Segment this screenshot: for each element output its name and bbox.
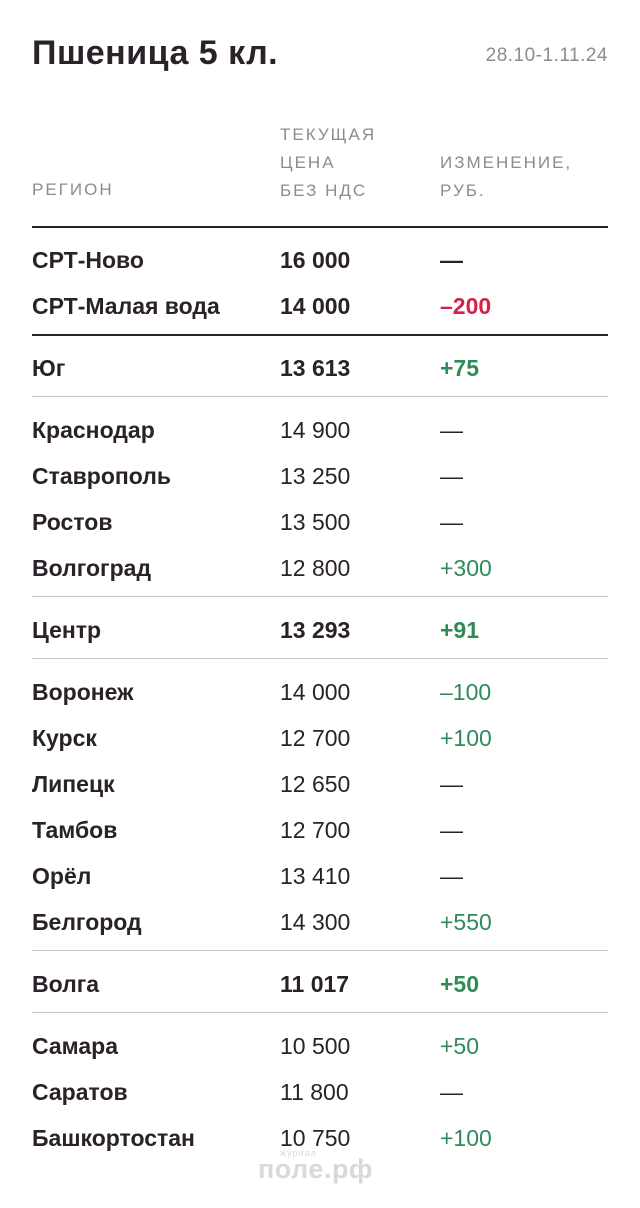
price-value: 11 017 [280, 971, 350, 997]
change-value: +100 [440, 725, 492, 751]
table-row: Курск 12 700 +100 [32, 715, 608, 761]
change-value: — [440, 417, 463, 443]
table-row: Юг 13 613 +75 [32, 345, 608, 391]
change-value: — [440, 1079, 463, 1105]
region-name: Самара [32, 1033, 119, 1059]
table-row: Центр 13 293 +91 [32, 607, 608, 653]
table-row: СРТ-Ново 16 000 — [32, 237, 608, 283]
region-name: Липецк [32, 771, 115, 797]
price-value: 13 250 [280, 463, 351, 489]
price-value: 16 000 [280, 247, 351, 273]
price-value: 14 900 [280, 417, 351, 443]
region-name: Юг [32, 355, 66, 381]
column-header-change-line: РУБ. [440, 181, 486, 200]
column-header-price-line: БЕЗ НДС [280, 181, 368, 200]
change-value: — [440, 463, 463, 489]
price-value: 13 500 [280, 509, 351, 535]
section-divider [32, 396, 608, 397]
section-divider [32, 658, 608, 659]
region-name: Волгоград [32, 555, 152, 581]
watermark-small: журнал [280, 1148, 317, 1158]
price-value: 14 000 [280, 679, 351, 705]
table-row: СРТ-Малая вода 14 000 –200 [32, 283, 608, 329]
region-name: Тамбов [32, 817, 118, 843]
region-name: СРТ-Ново [32, 247, 144, 273]
table-row: Саратов 11 800 — [32, 1069, 608, 1115]
change-value: +100 [440, 1125, 492, 1151]
price-value: 12 700 [280, 817, 351, 843]
region-name: Центр [32, 617, 102, 643]
column-header-price-line: ЦЕНА [280, 153, 336, 172]
price-value: 14 300 [280, 909, 351, 935]
section-divider [32, 596, 608, 597]
section-divider [32, 334, 608, 336]
date-range: 28.10-1.11.24 [485, 45, 608, 66]
price-value: 12 650 [280, 771, 351, 797]
region-name: Ставрополь [32, 463, 172, 489]
price-value: 13 410 [280, 863, 351, 889]
change-value: — [440, 247, 463, 273]
price-value: 11 800 [280, 1079, 349, 1105]
table-row: Ставрополь 13 250 — [32, 453, 608, 499]
region-name: Краснодар [32, 417, 155, 443]
column-header-price: ТЕКУЩАЯ ЦЕНА БЕЗ НДС [280, 121, 410, 205]
change-value: — [440, 863, 463, 889]
region-name: Орёл [32, 863, 92, 889]
price-value: 13 293 [280, 617, 351, 643]
change-value: +50 [440, 971, 480, 997]
table-row: Липецк 12 650 — [32, 761, 608, 807]
table-row: Белгород 14 300 +550 [32, 899, 608, 945]
region-name: Белгород [32, 909, 142, 935]
table-row: Тамбов 12 700 — [32, 807, 608, 853]
change-value: +91 [440, 617, 480, 643]
table-row: Самара 10 500 +50 [32, 1023, 608, 1069]
price-value: 12 800 [280, 555, 351, 581]
section-divider [32, 950, 608, 951]
page-title: Пшеница 5 кл. [32, 34, 279, 72]
change-value: — [440, 817, 463, 843]
section-divider [32, 1012, 608, 1013]
column-header-region: РЕГИОН [32, 180, 114, 199]
table-row: Волга 11 017 +50 [32, 961, 608, 1007]
region-name: Курск [32, 725, 97, 751]
region-name: Ростов [32, 509, 113, 535]
column-header-change-line: ИЗМЕНЕНИЕ, [440, 153, 573, 172]
table-row: Волгоград 12 800 +300 [32, 545, 608, 591]
region-name: Башкортостан [32, 1125, 195, 1151]
change-value: –100 [440, 679, 492, 705]
change-value: — [440, 771, 463, 797]
table-row: Орёл 13 410 — [32, 853, 608, 899]
change-value: +300 [440, 555, 492, 581]
watermark-big: поле.рф [258, 1154, 374, 1184]
table-row: Краснодар 14 900 — [32, 407, 608, 453]
column-header-price-line: ТЕКУЩАЯ [280, 125, 377, 144]
price-value: 12 700 [280, 725, 351, 751]
region-name: Волга [32, 971, 100, 997]
change-value: +75 [440, 355, 480, 381]
table-row: Воронеж 14 000 –100 [32, 669, 608, 715]
change-value: +550 [440, 909, 492, 935]
column-header-change: ИЗМЕНЕНИЕ, РУБ. [440, 149, 600, 205]
header-divider [32, 226, 608, 228]
region-name: СРТ-Малая вода [32, 293, 220, 319]
table-row: Башкортостан 10 750 +100 [32, 1115, 608, 1161]
watermark-logo: журнал поле.рф [258, 1148, 388, 1188]
header: Пшеница 5 кл. 28.10-1.11.24 [32, 34, 608, 78]
change-value: +50 [440, 1033, 480, 1059]
region-name: Воронеж [32, 679, 134, 705]
price-value: 10 750 [280, 1125, 351, 1151]
table-row: Ростов 13 500 — [32, 499, 608, 545]
price-value: 10 500 [280, 1033, 351, 1059]
region-name: Саратов [32, 1079, 128, 1105]
price-value: 13 613 [280, 355, 351, 381]
change-value: –200 [440, 293, 492, 319]
price-value: 14 000 [280, 293, 351, 319]
change-value: — [440, 509, 463, 535]
